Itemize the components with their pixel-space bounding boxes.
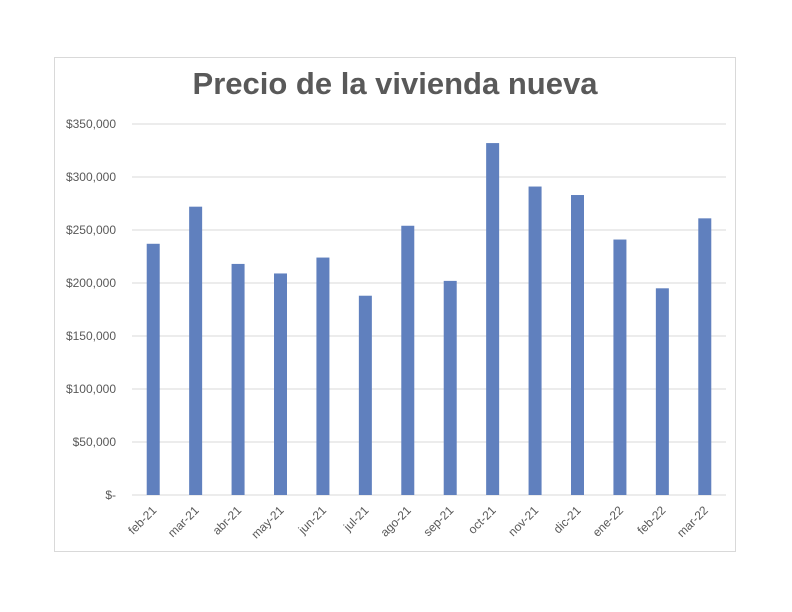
bar-oct-21 [486,143,500,495]
bar-ene-22 [613,239,627,495]
bar-dic-21 [571,195,584,495]
bar-jul-21 [358,295,372,495]
bar-ago-21 [401,225,415,495]
x-tick-label: jun-21 [295,503,329,537]
chart-title: Precio de la vivienda nueva [192,66,598,101]
x-tick-label: oct-21 [465,503,499,537]
y-tick-label: $100,000 [66,382,116,396]
bar-nov-21 [528,186,542,496]
y-tick-label: $50,000 [73,435,117,449]
y-axis: $- $50,000 $100,000 $150,000 $200,000 $250,00… [66,117,116,502]
x-tick-label: mar-22 [674,503,711,540]
x-tick-label: nov-21 [505,503,541,539]
x-tick-label: ago-21 [378,503,415,540]
x-tick-label: mar-21 [165,503,202,540]
x-tick-label: feb-21 [125,503,159,537]
x-tick-label: dic-21 [551,503,584,536]
bar-feb-22 [655,288,669,495]
y-tick-label: $- [105,488,116,502]
x-tick-label: abr-21 [210,503,245,538]
bar-may-21 [274,273,287,495]
x-tick-label: ene-22 [590,503,627,540]
x-tick-label: sep-21 [420,503,456,539]
bar-abr-21 [231,263,245,495]
y-tick-label: $250,000 [66,223,116,237]
y-tick-label: $200,000 [66,276,116,290]
x-axis: feb-21 mar-21 abr-21 may-21 jun-21 jul-21 ago-… [125,503,711,541]
y-tick-label: $350,000 [66,117,116,131]
x-tick-label: may-21 [248,503,286,541]
bar-mar-22 [698,218,712,495]
gridlines [132,123,726,496]
x-tick-label: feb-22 [635,503,669,537]
bar-feb-21 [146,243,160,495]
y-tick-label: $300,000 [66,170,116,184]
bar-mar-21 [189,206,203,495]
bar-sep-21 [443,280,457,495]
x-tick-label: jul-21 [340,503,372,535]
bars [146,143,712,496]
bar-jun-21 [316,257,330,495]
y-tick-label: $150,000 [66,329,116,343]
